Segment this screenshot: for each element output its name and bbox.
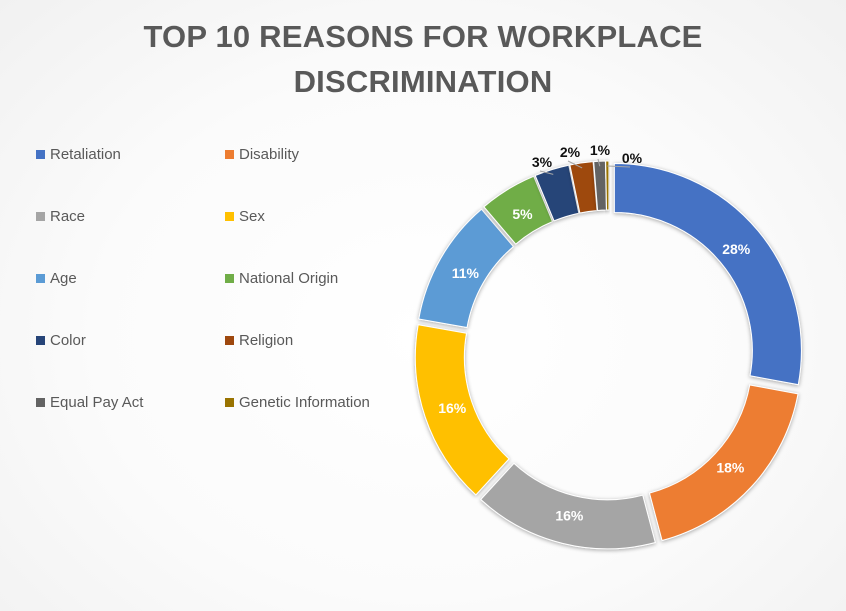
legend-label: Religion <box>239 332 294 349</box>
legend-item-genetic-information: Genetic Information <box>225 394 370 411</box>
legend-swatch <box>225 336 234 345</box>
legend-swatch <box>36 150 45 159</box>
legend-item-disability: Disability <box>225 146 299 163</box>
legend-swatch <box>36 398 45 407</box>
data-label-sex: 16% <box>438 400 467 416</box>
slice-disability <box>648 384 799 542</box>
leader-line <box>597 158 601 167</box>
legend-item-equal-pay-act: Equal Pay Act <box>36 394 143 411</box>
leader-line <box>567 160 583 169</box>
slice-national-origin <box>483 175 554 245</box>
legend-label: Disability <box>239 146 300 163</box>
slice-color <box>534 164 580 222</box>
legend-swatch <box>225 150 234 159</box>
data-label-equal-pay-act: 1% <box>590 142 611 158</box>
legend-label: Color <box>50 332 86 349</box>
legend-swatch <box>36 274 45 283</box>
donut-chart: 28% 18% 16% 16% 11% 5% 3% 2% 1% 0% <box>414 142 802 550</box>
chart-title-line-2: DISCRIMINATION <box>293 64 553 99</box>
legend-item-color: Color <box>36 332 86 349</box>
leader-line <box>539 170 554 175</box>
data-label-age: 11% <box>452 265 480 281</box>
legend-item-religion: Religion <box>225 332 293 349</box>
legend-swatch <box>225 398 234 407</box>
legend-swatch <box>36 336 45 345</box>
legend-label: Genetic Information <box>239 394 370 411</box>
chart-title: TOP 10 REASONS FOR WORKPLACE DISCRIMINAT… <box>0 14 846 104</box>
legend-swatch <box>36 212 45 221</box>
data-label-disability: 18% <box>716 460 745 476</box>
chart-title-line-1: TOP 10 REASONS FOR WORKPLACE <box>143 19 703 54</box>
legend-item-sex: Sex <box>225 208 265 225</box>
legend-label: National Origin <box>239 270 339 287</box>
legend-item-race: Race <box>36 208 85 225</box>
data-label-color: 3% <box>532 154 553 170</box>
legend-swatch <box>225 212 234 221</box>
legend-label: Age <box>50 270 77 287</box>
legend-label: Equal Pay Act <box>50 394 144 411</box>
data-label-race: 16% <box>555 508 584 524</box>
slice-race <box>480 462 656 550</box>
legend-item-retaliation: Retaliation <box>36 146 121 163</box>
slice-sex <box>414 324 510 496</box>
leader-line <box>607 165 631 168</box>
legend-label: Sex <box>239 208 265 225</box>
legend-item-national-origin: National Origin <box>225 270 338 287</box>
slice-age <box>418 208 515 329</box>
data-label-religion: 2% <box>560 144 581 160</box>
legend-item-age: Age <box>36 270 77 287</box>
legend-label: Retaliation <box>50 146 121 163</box>
slice-genetic-information <box>605 160 610 211</box>
data-label-retaliation: 28% <box>722 241 751 257</box>
slice-retaliation <box>613 163 802 386</box>
legend-swatch <box>225 274 234 283</box>
data-label-national-origin: 5% <box>512 206 533 222</box>
data-label-genetic-information: 0% <box>622 150 643 166</box>
legend-label: Race <box>50 208 86 225</box>
slice-religion <box>569 161 598 214</box>
